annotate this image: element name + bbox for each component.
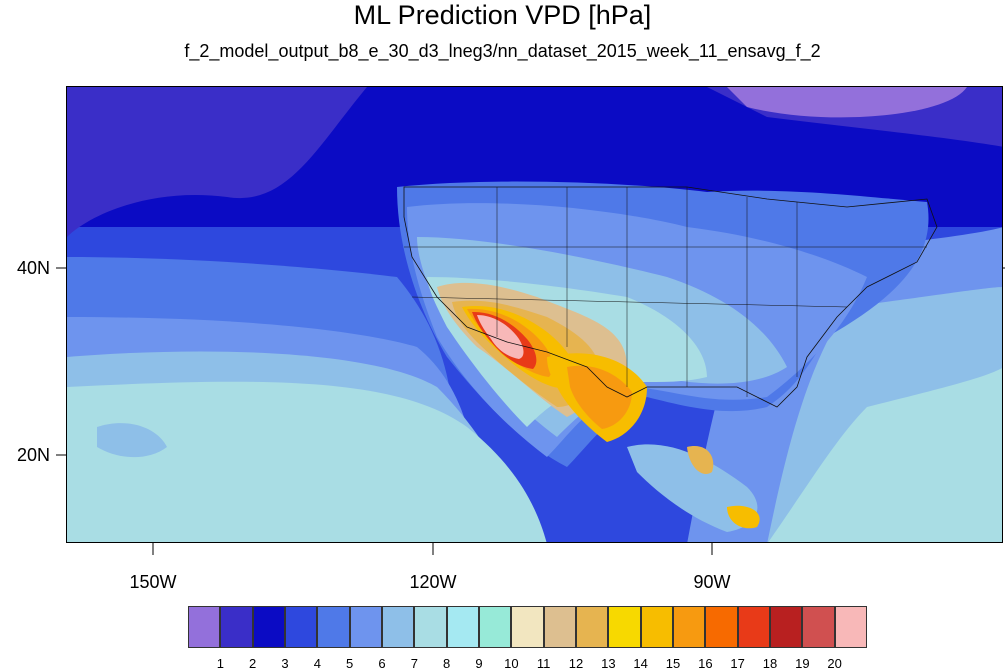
- colorbar-swatch: [737, 606, 770, 648]
- colorbar-tick-label: 4: [313, 656, 321, 671]
- colorbar-swatch: [382, 606, 415, 648]
- chart-title: ML Prediction VPD [hPa]: [353, 0, 652, 30]
- colorbar-tick-label: 16: [698, 656, 713, 671]
- colorbar-swatch: [349, 606, 382, 648]
- colorbar-tick-label: 5: [346, 656, 354, 671]
- x-tick-label-150w: 150W: [129, 572, 177, 592]
- colorbar-tick-label: 11: [536, 656, 551, 671]
- colorbar-tick-label: 15: [665, 656, 681, 671]
- x-tick-label-90w: 90W: [693, 572, 731, 592]
- colorbar-swatch: [188, 606, 221, 648]
- colorbar-tick-label: 9: [475, 656, 483, 671]
- colorbar-tick-label: 19: [795, 656, 810, 671]
- colorbar-swatch: [802, 606, 835, 648]
- vpd-field-map: [67, 87, 1002, 542]
- colorbar-tick-label: 17: [730, 656, 745, 671]
- colorbar-swatch: [285, 606, 318, 648]
- chart-subtitle: f_2_model_output_b8_e_30_d3_lneg3/nn_dat…: [184, 41, 821, 61]
- colorbar-swatch: [576, 606, 609, 648]
- y-tick-label-20n: 20N: [16, 445, 50, 465]
- colorbar-tick-label: 13: [601, 656, 616, 671]
- colorbar-tick-label: 3: [281, 656, 289, 671]
- colorbar-swatch: [705, 606, 738, 648]
- colorbar-tick-label: 18: [762, 656, 778, 671]
- colorbar-swatch: [220, 606, 253, 648]
- colorbar-tick-label: 14: [633, 656, 648, 671]
- colorbar-swatch: [414, 606, 447, 648]
- colorbar-tick-label: 6: [378, 656, 386, 671]
- colorbar-swatch: [252, 606, 285, 648]
- colorbar-swatch: [317, 606, 350, 648]
- x-tick-label-120w: 120W: [409, 572, 457, 592]
- map-panel: [66, 86, 1003, 543]
- colorbar-swatch: [608, 606, 641, 648]
- y-tick-label-40n: 40N: [16, 258, 50, 278]
- colorbar-swatch: [673, 606, 706, 648]
- colorbar-swatch: [543, 606, 576, 648]
- colorbar-tick-label: 20: [827, 656, 842, 671]
- colorbar-tick-label: 10: [504, 656, 519, 671]
- colorbar-swatch: [834, 606, 867, 648]
- colorbar-tick-label: 7: [410, 656, 418, 671]
- colorbar-tick-label: 1: [216, 656, 224, 671]
- colorbar-swatch: [511, 606, 544, 648]
- colorbar-swatch: [770, 606, 803, 648]
- colorbar-tick-label: 12: [568, 656, 584, 671]
- colorbar-tick-label: 8: [443, 656, 451, 671]
- colorbar-tick-label: 2: [249, 656, 257, 671]
- colorbar-swatch: [640, 606, 673, 648]
- colorbar-swatch: [446, 606, 479, 648]
- colorbar-swatch: [479, 606, 512, 648]
